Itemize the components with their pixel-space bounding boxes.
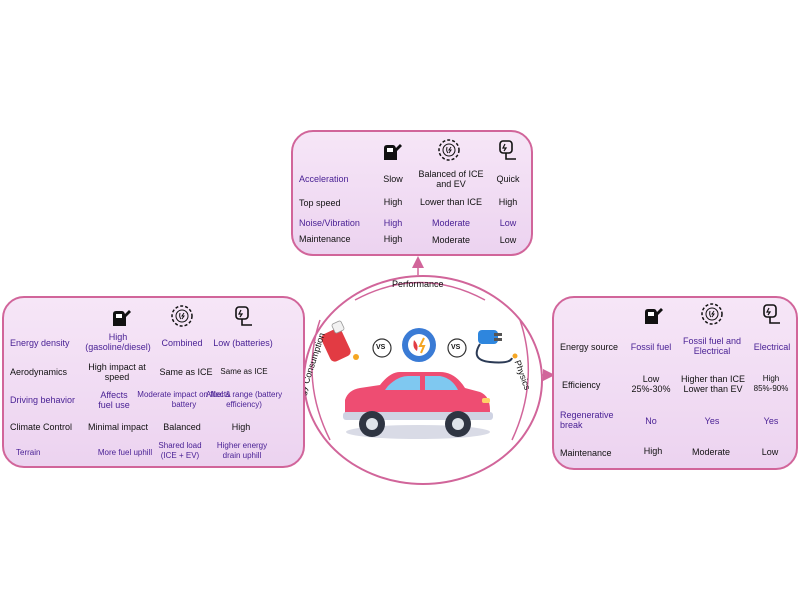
energy-row-3-ice: Minimal impact bbox=[87, 422, 149, 432]
perf-row-0-ev: Quick bbox=[496, 174, 520, 184]
fuel-nozzle-icon bbox=[321, 320, 359, 362]
phys-row-0-label: Energy source bbox=[560, 342, 619, 352]
phys-row-3-label: Maintenance bbox=[560, 448, 612, 458]
car-icon bbox=[343, 372, 493, 439]
energy-row-4-ice: More fuel uphill bbox=[97, 448, 153, 457]
ev-plug-icon bbox=[496, 138, 518, 167]
perf-row-2-ev: Low bbox=[499, 218, 517, 228]
phys-row-3-hybrid: Moderate bbox=[691, 447, 731, 457]
performance-label: Performance bbox=[392, 279, 444, 289]
gear-hybrid-icon bbox=[170, 304, 194, 333]
energy-row-2-ice: Affects fuel use bbox=[98, 390, 130, 410]
phys-row-2-ice: No bbox=[645, 416, 657, 426]
phys-row-2-label: Regenerative break bbox=[560, 410, 614, 430]
perf-row-1-ice: High bbox=[383, 197, 403, 207]
perf-row-1-hybrid: Lower than ICE bbox=[419, 197, 483, 207]
fuel-pump-icon bbox=[642, 304, 664, 331]
phys-row-0-ice: Fossil fuel bbox=[630, 342, 672, 352]
gear-hybrid-icon bbox=[700, 302, 724, 331]
energy-row-4-label: Terrain bbox=[16, 448, 41, 457]
energy-row-0-label: Energy density bbox=[10, 338, 70, 348]
ev-plug-icon bbox=[475, 330, 518, 364]
phys-row-2-ev: Yes bbox=[763, 416, 779, 426]
perf-row-1-ev: High bbox=[498, 197, 518, 207]
perf-row-0-label: Acceleration bbox=[299, 174, 349, 184]
energy-row-1-hybrid: Same as ICE bbox=[159, 367, 213, 377]
perf-row-3-ice: High bbox=[383, 234, 403, 244]
phys-row-3-ice: High bbox=[643, 446, 663, 456]
energy-row-3-ev: High bbox=[231, 422, 251, 432]
phys-row-1-label: Efficiency bbox=[562, 380, 601, 390]
energy-row-0-ice: High (gasoline/diesel) bbox=[85, 332, 151, 352]
perf-row-2-hybrid: Moderate bbox=[431, 218, 471, 228]
energy-row-2-hybrid: Moderate impact on fuel & battery bbox=[137, 390, 231, 409]
gear-hybrid-icon bbox=[437, 138, 461, 167]
phys-row-0-ev: Electrical bbox=[753, 342, 791, 352]
perf-row-0-hybrid: Balanced of ICE and EV bbox=[418, 169, 484, 189]
energy-row-1-ice: High impact at speed bbox=[88, 362, 146, 382]
energy-row-1-ev: Same as ICE bbox=[220, 367, 268, 376]
vs-left-label: VS bbox=[376, 344, 386, 351]
energy-row-4-hybrid: Shared load (ICE + EV) bbox=[158, 441, 202, 460]
energy-row-2-label: Driving behavior bbox=[10, 395, 76, 405]
perf-row-2-label: Noise/Vibration bbox=[299, 218, 360, 228]
perf-row-0-ice: Slow bbox=[383, 174, 403, 184]
perf-row-1-label: Top speed bbox=[299, 198, 341, 208]
perf-row-3-ev: Low bbox=[499, 235, 517, 245]
physics-panel: Energy source Fossil fuel Fossil fuel an… bbox=[552, 296, 798, 470]
phys-row-1-ice: Low 25%-30% bbox=[631, 374, 671, 394]
hybrid-gear-icon bbox=[402, 328, 436, 362]
energy-consumption-panel: Energy density High (gasoline/diesel) Co… bbox=[2, 296, 305, 468]
energy-row-1-label: Aerodynamics bbox=[10, 367, 68, 377]
ev-plug-icon bbox=[760, 302, 782, 331]
energy-row-4-ev: Higher energy drain uphill bbox=[216, 441, 268, 460]
ev-plug-icon bbox=[232, 304, 254, 333]
phys-row-2-hybrid: Yes bbox=[704, 416, 720, 426]
energy-row-3-hybrid: Balanced bbox=[163, 422, 201, 432]
perf-row-3-label: Maintenance bbox=[299, 234, 351, 244]
energy-row-3-label: Climate Control bbox=[10, 422, 73, 432]
phys-row-0-hybrid: Fossil fuel and Electrical bbox=[682, 336, 742, 356]
vs-right-label: VS bbox=[451, 344, 461, 351]
phys-row-1-ev: High 85%-90% bbox=[753, 374, 789, 393]
energy-row-0-ev: Low (batteries) bbox=[213, 338, 273, 348]
perf-row-2-ice: High bbox=[383, 218, 403, 228]
energy-row-0-hybrid: Combined bbox=[161, 338, 203, 348]
phys-row-3-ev: Low bbox=[761, 447, 779, 457]
fuel-pump-icon bbox=[381, 140, 403, 167]
perf-row-3-hybrid: Moderate bbox=[431, 235, 471, 245]
fuel-pump-icon bbox=[110, 306, 132, 333]
energy-row-2-ev: Affects range (battery efficiency) bbox=[205, 390, 283, 409]
phys-row-1-hybrid: Higher than ICE Lower than EV bbox=[680, 374, 746, 394]
performance-panel: Acceleration Slow Balanced of ICE and EV… bbox=[291, 130, 533, 256]
